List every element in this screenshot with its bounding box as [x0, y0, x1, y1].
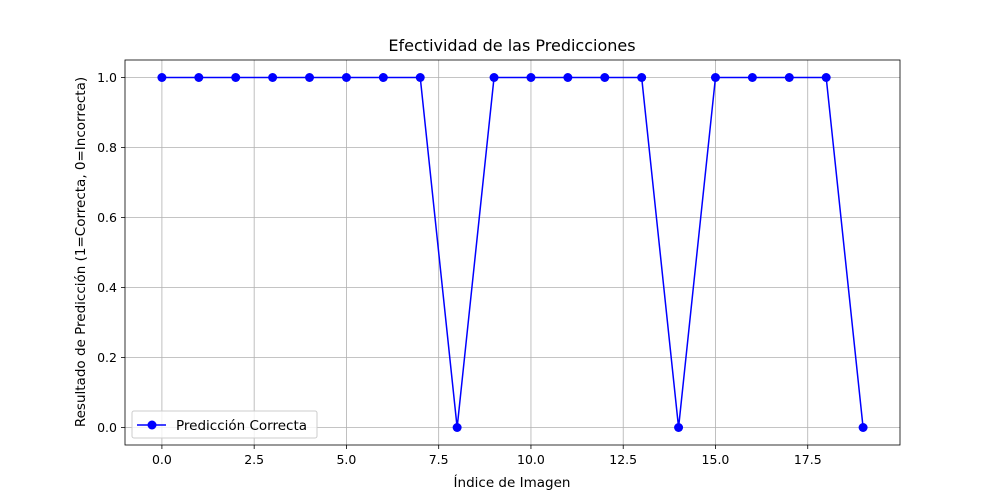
data-point — [231, 73, 241, 82]
x-tick-label: 17.5 — [794, 452, 822, 467]
data-point — [710, 73, 720, 82]
data-point — [194, 73, 204, 82]
data-point — [157, 73, 167, 82]
y-tick-label: 0.8 — [97, 140, 117, 155]
data-point — [489, 73, 499, 82]
x-axis: 0.0 2.5 5.0 7.5 10.0 12.5 15.0 17.5 — [152, 445, 822, 467]
data-point — [858, 423, 868, 432]
data-point — [378, 73, 388, 82]
y-axis: 0.0 0.2 0.4 0.6 0.8 1.0 — [97, 70, 125, 435]
series-line — [161, 76, 864, 429]
x-tick-label: 10.0 — [517, 452, 545, 467]
data-point — [452, 423, 462, 432]
data-point — [637, 73, 647, 82]
legend-series-label: Predicción Correcta — [176, 418, 307, 434]
y-tick-label: 0.4 — [97, 280, 117, 295]
data-point — [305, 73, 315, 82]
series-layer — [157, 73, 868, 432]
data-point — [563, 73, 573, 82]
legend: Predicción Correcta — [131, 410, 318, 439]
data-point — [526, 73, 536, 82]
data-point — [341, 73, 351, 82]
x-tick-label: 7.5 — [429, 452, 449, 467]
x-tick-label: 15.0 — [702, 452, 730, 467]
x-tick-label: 5.0 — [336, 452, 356, 467]
data-point — [674, 423, 684, 432]
legend-box — [131, 410, 318, 439]
x-axis-title: Índice de Imagen — [454, 474, 571, 491]
y-tick-label: 0.6 — [97, 210, 117, 225]
data-point — [415, 73, 425, 82]
data-point — [747, 73, 757, 82]
data-point — [600, 73, 610, 82]
y-tick-label: 1.0 — [97, 70, 117, 85]
legend-series-marker — [147, 420, 157, 430]
data-point — [784, 73, 794, 82]
x-tick-label: 0.0 — [152, 452, 172, 467]
data-point — [821, 73, 831, 82]
data-point — [268, 73, 278, 82]
chart-title: Efectividad de las Predicciones — [388, 36, 635, 55]
y-tick-label: 0.0 — [97, 420, 117, 435]
plot-frame — [124, 59, 901, 446]
y-axis-title: Resultado de Predicción (1=Correcta, 0=I… — [73, 77, 89, 427]
x-tick-label: 12.5 — [609, 452, 637, 467]
x-tick-label: 2.5 — [244, 452, 264, 467]
y-tick-label: 0.2 — [97, 350, 117, 365]
